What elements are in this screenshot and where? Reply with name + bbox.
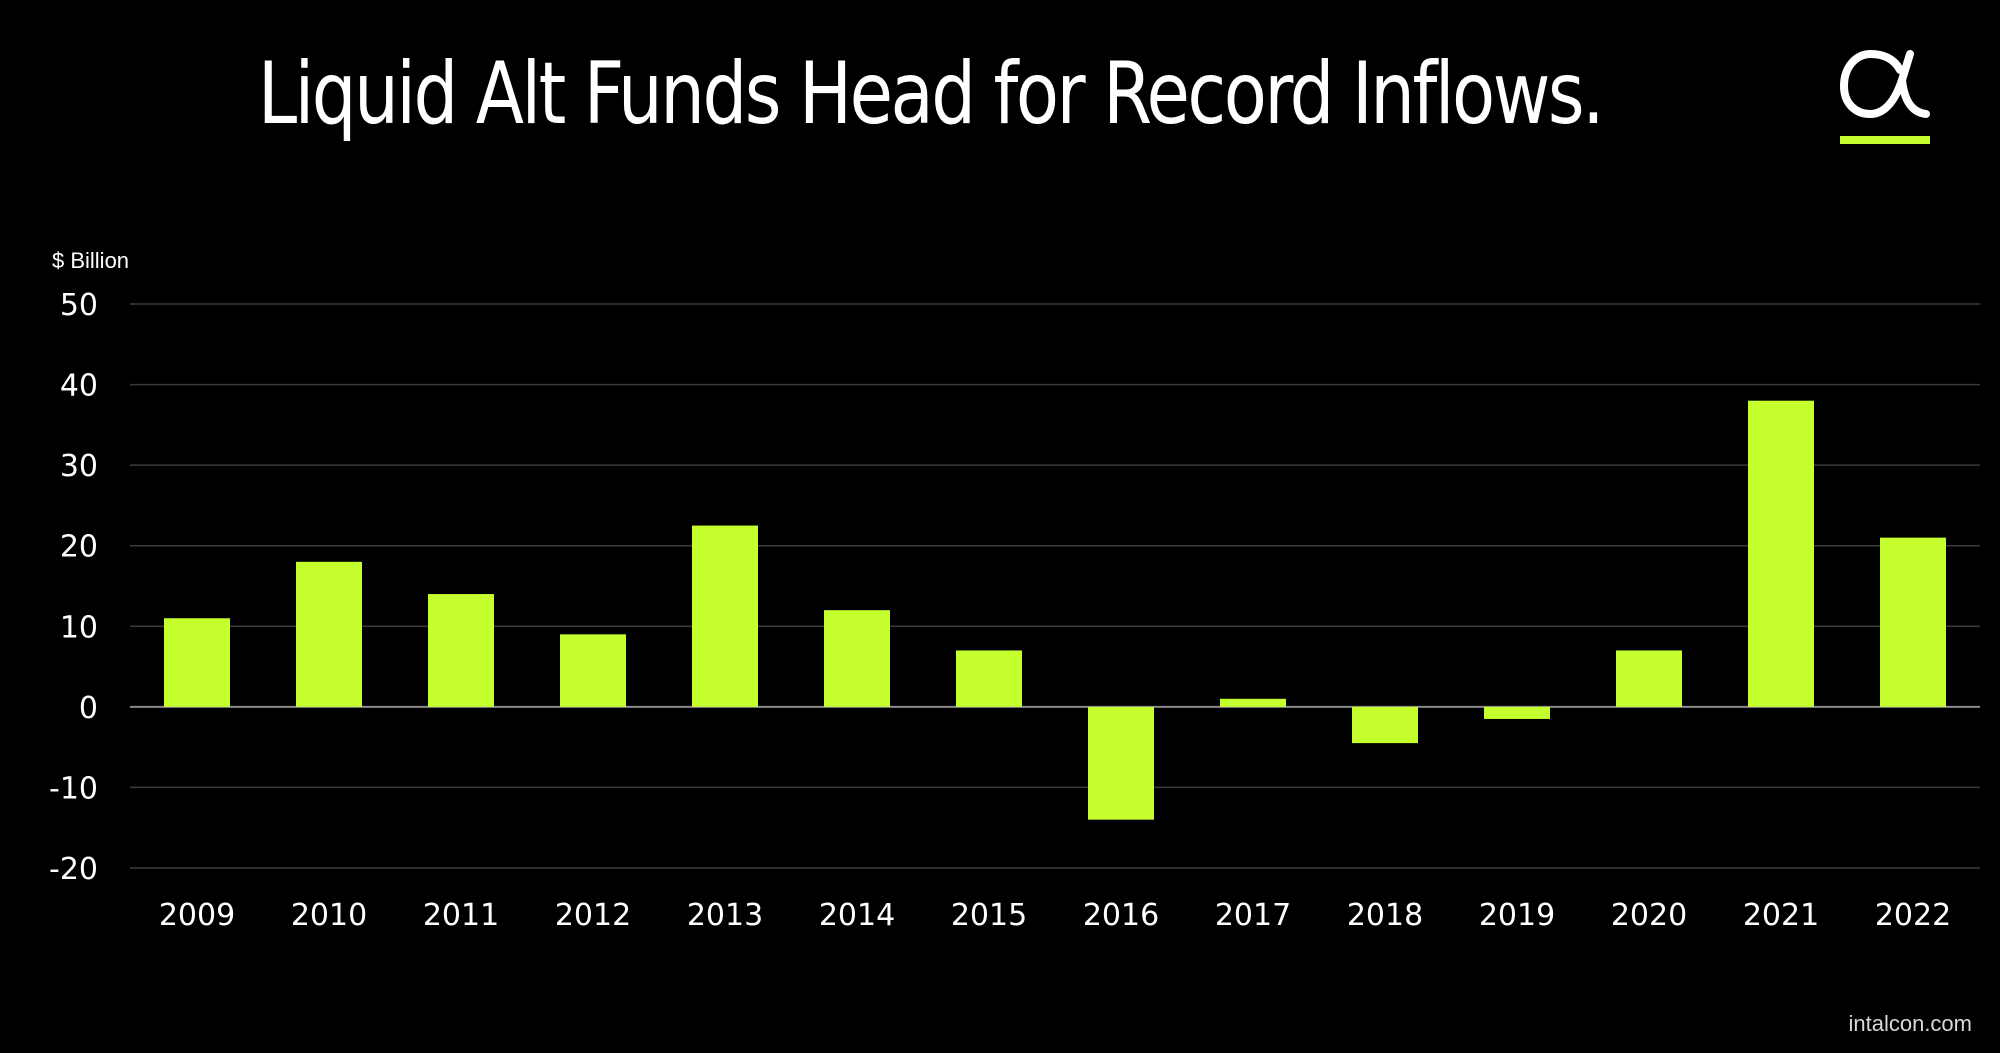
bar-2019 bbox=[1484, 706, 1550, 719]
x-tick-label-2020: 2020 bbox=[1611, 898, 1687, 933]
y-tick-label: 50 bbox=[60, 288, 98, 323]
bar-2021 bbox=[1748, 400, 1814, 707]
bar-2016 bbox=[1088, 706, 1154, 820]
bar-2013 bbox=[692, 525, 758, 707]
y-tick-label: 40 bbox=[60, 369, 98, 404]
x-tick-label-2022: 2022 bbox=[1875, 898, 1951, 933]
x-tick-label-2012: 2012 bbox=[555, 898, 631, 933]
y-tick-label: -20 bbox=[49, 852, 98, 887]
x-tick-label-2011: 2011 bbox=[423, 898, 499, 933]
bar-2011 bbox=[428, 594, 494, 707]
source-credit: intalcon.com bbox=[1848, 1011, 1972, 1036]
bar-2010 bbox=[296, 561, 362, 707]
x-tick-label-2009: 2009 bbox=[159, 898, 235, 933]
x-tick-label-2014: 2014 bbox=[819, 898, 895, 933]
x-tick-label-2017: 2017 bbox=[1215, 898, 1291, 933]
x-tick-label-2015: 2015 bbox=[951, 898, 1027, 933]
x-tick-label-2010: 2010 bbox=[291, 898, 367, 933]
bar-2012 bbox=[560, 634, 626, 707]
bar-2017 bbox=[1220, 698, 1286, 707]
x-tick-label-2013: 2013 bbox=[687, 898, 763, 933]
y-tick-label: 10 bbox=[60, 610, 98, 645]
y-tick-label: 0 bbox=[79, 691, 98, 726]
bar-2015 bbox=[956, 650, 1022, 707]
y-tick-label: 30 bbox=[60, 449, 98, 484]
bar-2022 bbox=[1880, 537, 1946, 707]
bar-2018 bbox=[1352, 706, 1418, 744]
x-tick-label-2016: 2016 bbox=[1083, 898, 1159, 933]
x-tick-label-2021: 2021 bbox=[1743, 898, 1819, 933]
y-tick-label: 20 bbox=[60, 530, 98, 565]
alpha-logo-icon bbox=[1840, 50, 1930, 144]
x-tick-label-2019: 2019 bbox=[1479, 898, 1555, 933]
y-axis-label: $ Billion bbox=[52, 248, 129, 273]
bar-2020 bbox=[1616, 650, 1682, 707]
chart-title: Liquid Alt Funds Head for Record Inflows… bbox=[257, 44, 1605, 144]
bar-2014 bbox=[824, 610, 890, 707]
y-tick-label: -10 bbox=[49, 771, 98, 806]
x-tick-label-2018: 2018 bbox=[1347, 898, 1423, 933]
bar-2009 bbox=[164, 618, 230, 707]
